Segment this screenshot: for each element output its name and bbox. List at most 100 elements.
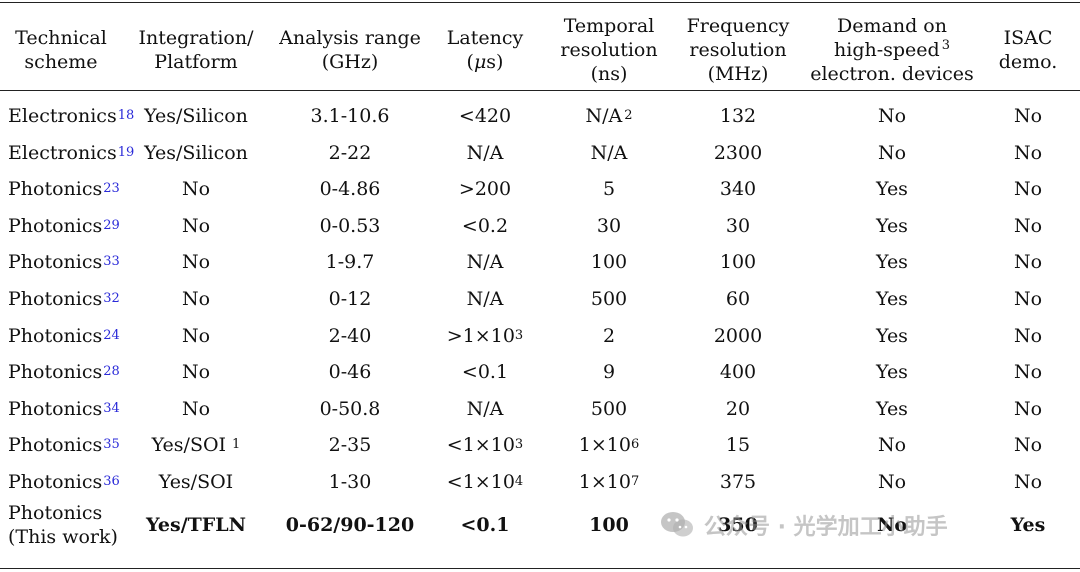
header-text: resolution bbox=[560, 39, 658, 61]
cell-value: No bbox=[1013, 397, 1043, 420]
cell-demand: No bbox=[802, 464, 982, 500]
cell-value: No bbox=[877, 471, 907, 493]
table-row: Photonics 28 No 0-46 <0.1 9 400 Yes No bbox=[0, 354, 1080, 390]
cell-isac: No bbox=[982, 281, 1074, 317]
table-row: Photonics 33 No 1-9.7 N/A 100 100 Yes No bbox=[0, 244, 1080, 280]
table-row: Photonics 24 No 2-40 >1×10 3 2 2000 Yes No bbox=[0, 318, 1080, 354]
cell-value: No bbox=[181, 178, 211, 201]
scheme-text: Photonics bbox=[8, 361, 103, 384]
header-text: Integration/ bbox=[138, 27, 254, 49]
cell-value: 500 bbox=[590, 288, 628, 310]
cell-scheme: Photonics 32 bbox=[8, 288, 120, 310]
cell-value: No bbox=[181, 324, 211, 347]
cell-value: 340 bbox=[719, 178, 757, 201]
cell-platform: No bbox=[128, 208, 264, 244]
cell-scheme: Photonics 35 bbox=[8, 434, 120, 457]
cell-value: Yes bbox=[876, 214, 908, 237]
header-text: Technical bbox=[15, 27, 107, 49]
cell-value: No bbox=[1013, 251, 1043, 274]
header-text: high-speed bbox=[834, 39, 940, 61]
cell-isac: No bbox=[982, 244, 1074, 280]
cell-freq: 30 bbox=[676, 208, 800, 244]
cell-value: 0-50.8 bbox=[319, 397, 381, 420]
cell-platform: No bbox=[128, 171, 264, 207]
cell-scheme: Photonics 34 bbox=[8, 397, 120, 420]
header-text: s) bbox=[486, 51, 504, 73]
cell-latency: <0.1 bbox=[430, 354, 540, 390]
cell-latency: >200 bbox=[430, 171, 540, 207]
cell-value: N/A bbox=[466, 141, 504, 164]
header-text: Platform bbox=[154, 51, 238, 73]
scheme-text: Electronics bbox=[8, 105, 117, 127]
header-demand-devices: Demand on high-speed 3 electron. devices bbox=[802, 10, 982, 90]
cell-freq: 375 bbox=[676, 464, 800, 500]
cell-value: 2-22 bbox=[328, 141, 372, 164]
cell-value: No bbox=[181, 397, 211, 420]
cell-value: Yes/SOI bbox=[151, 434, 227, 457]
cell-value: 30 bbox=[725, 214, 751, 237]
cell-value: 100 bbox=[590, 251, 628, 274]
cell-range: 1-30 bbox=[270, 464, 430, 500]
cell-freq: 2300 bbox=[676, 135, 800, 171]
cell-frequency: 350 bbox=[718, 514, 758, 536]
cell-value: No bbox=[1013, 434, 1043, 457]
scheme-text: Photonics bbox=[8, 502, 103, 524]
cell-scheme: Electronics 18 bbox=[8, 105, 135, 127]
cell-temporal: 100 bbox=[548, 244, 670, 280]
cell-latency: <1×10 4 bbox=[446, 471, 524, 493]
header-text: Frequency bbox=[686, 15, 790, 37]
cell-latency: <0.2 bbox=[430, 208, 540, 244]
cell-temporal: N/A 2 bbox=[585, 105, 633, 127]
cell-platform: No bbox=[128, 318, 264, 354]
cell-value: 2000 bbox=[713, 324, 763, 347]
cell-value: No bbox=[181, 214, 211, 237]
cell-demand: Yes bbox=[802, 281, 982, 317]
header-text: (GHz) bbox=[321, 51, 379, 73]
cell-range: 0-0.53 bbox=[270, 208, 430, 244]
table-row: Photonics 36 Yes/SOI 1-30 <1×10 4 1×10 7 375 No No bbox=[0, 464, 1080, 500]
scheme-text: Photonics bbox=[8, 397, 103, 420]
cell-demand: No bbox=[802, 135, 982, 171]
cell-value: No bbox=[1013, 178, 1043, 201]
table-row: Photonics 29 No 0-0.53 <0.2 30 30 Yes No bbox=[0, 208, 1080, 244]
cell-value: No bbox=[1013, 141, 1043, 164]
cell-scheme: Photonics 36 bbox=[8, 471, 120, 493]
header-text: resolution bbox=[689, 39, 787, 61]
cell-value: <0.1 bbox=[461, 361, 509, 384]
table-bottom-rule bbox=[0, 568, 1080, 569]
header-frequency-resolution: Frequency resolution (MHz) bbox=[676, 10, 800, 90]
cell-value: No bbox=[1013, 214, 1043, 237]
cell-value: N/A bbox=[466, 251, 504, 274]
cell-isac: Yes bbox=[1010, 514, 1046, 536]
cell-platform: Yes/Silicon bbox=[128, 98, 264, 134]
header-text: electron. devices bbox=[810, 63, 974, 85]
cell-value: 2300 bbox=[713, 141, 763, 164]
cell-isac: No bbox=[982, 98, 1074, 134]
cell-freq: 20 bbox=[676, 391, 800, 427]
mu-symbol: μ bbox=[473, 51, 487, 73]
cell-value: 3.1-10.6 bbox=[310, 105, 390, 127]
header-rule bbox=[0, 90, 1080, 91]
cell-demand: No bbox=[876, 514, 908, 536]
table-row: Photonics 32 No 0-12 N/A 500 60 Yes No bbox=[0, 281, 1080, 317]
cell-value: Yes bbox=[876, 361, 908, 384]
scheme-text: Photonics bbox=[8, 324, 103, 347]
table-row: Photonics 35 Yes/SOI 1 2-35 <1×10 3 1×10 6 15 No No bbox=[0, 427, 1080, 463]
cell-latency: N/A bbox=[430, 135, 540, 171]
cell-scheme: Photonics 29 bbox=[8, 214, 120, 237]
cell-value: <420 bbox=[458, 105, 512, 127]
scheme-text: Photonics bbox=[8, 214, 103, 237]
header-text: Latency bbox=[446, 27, 524, 49]
cell-demand: Yes bbox=[802, 208, 982, 244]
cell-temporal: 500 bbox=[548, 281, 670, 317]
cell-value: <0.2 bbox=[461, 214, 509, 237]
cell-platform: No bbox=[128, 244, 264, 280]
cell-demand: Yes bbox=[802, 391, 982, 427]
cell-platform: Yes/SOI 1 bbox=[151, 434, 241, 457]
cell-platform: No bbox=[128, 391, 264, 427]
cell-freq: 400 bbox=[676, 354, 800, 390]
cell-value: 0-46 bbox=[328, 361, 372, 384]
cell-scheme: Electronics 19 bbox=[8, 141, 135, 164]
cell-isac: No bbox=[982, 427, 1074, 463]
cell-demand: Yes bbox=[802, 354, 982, 390]
